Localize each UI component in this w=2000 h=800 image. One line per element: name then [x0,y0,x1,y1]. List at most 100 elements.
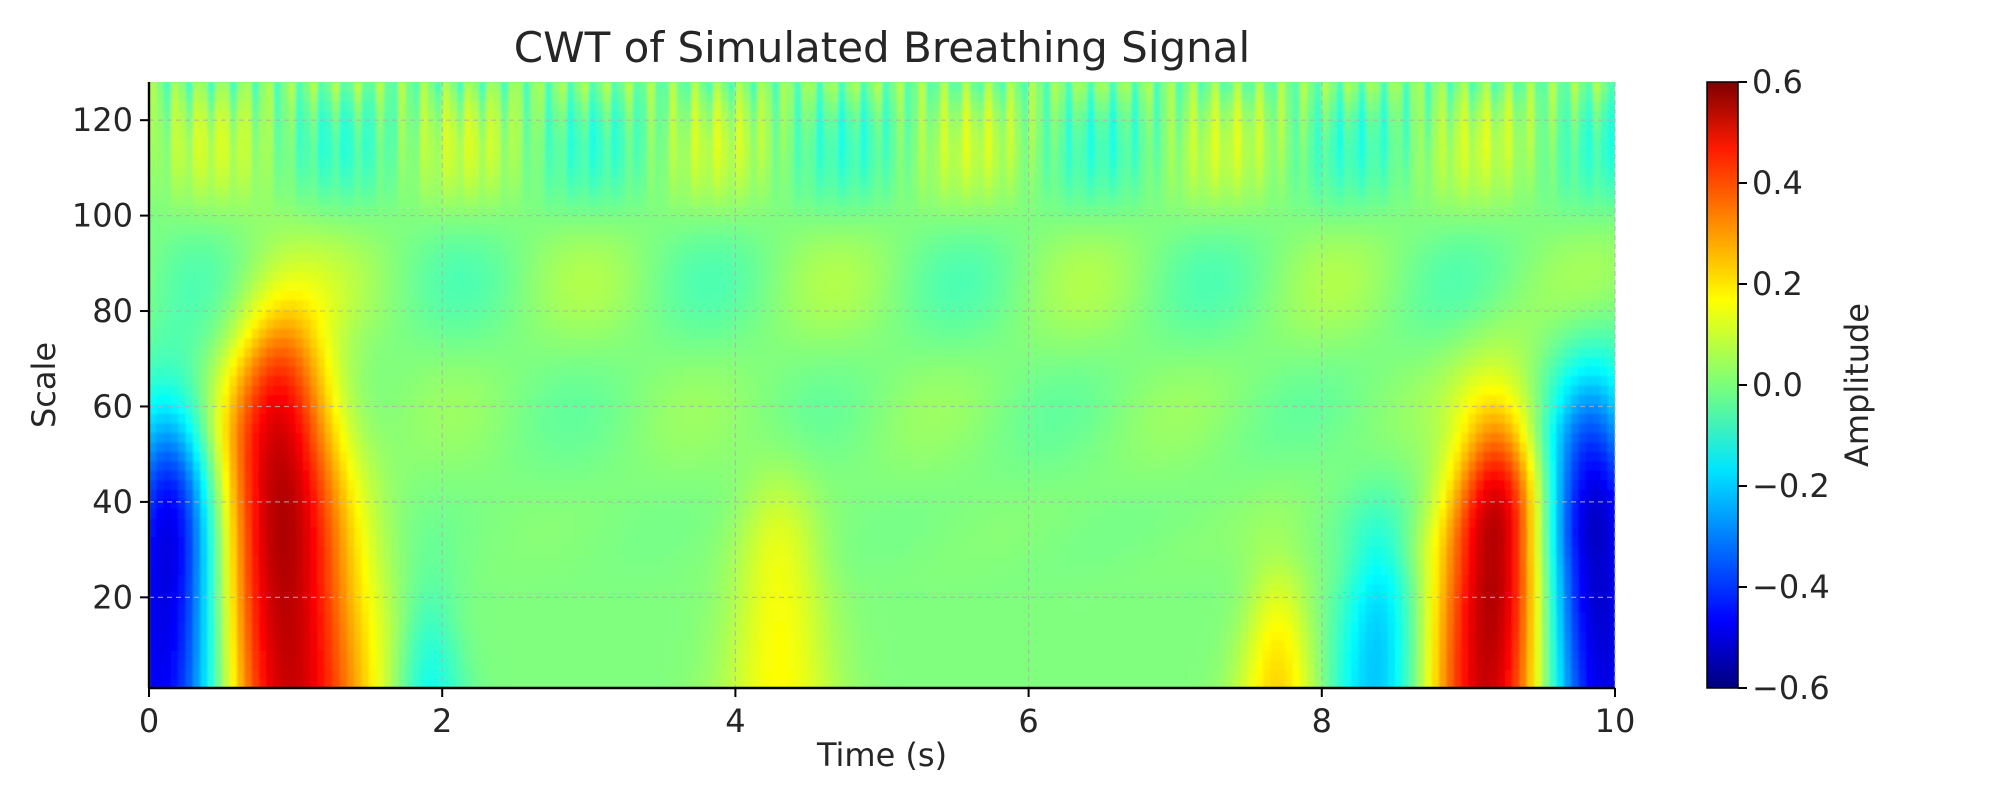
heatmap-cell [464,517,473,528]
heatmap-cell [229,176,238,187]
heatmap-cell [273,167,282,178]
heatmap-cell [530,280,539,291]
heatmap-cell [163,195,172,206]
heatmap-cell [207,91,216,102]
heatmap-cell [618,157,627,168]
heatmap-cell [640,460,649,471]
heatmap-cell [185,233,194,244]
heatmap-cell [251,138,260,149]
heatmap-cell [662,356,671,367]
heatmap-cell [149,403,157,415]
heatmap-cell [698,356,707,367]
heatmap-cell [258,602,267,613]
heatmap-cell [280,432,289,443]
heatmap-cell [493,564,502,575]
heatmap-cells [149,82,1615,688]
heatmap-cell [471,280,480,291]
heatmap-cell [684,148,693,159]
heatmap-cell [390,659,399,670]
heatmap-cell [691,621,700,632]
heatmap-cell [603,271,612,282]
heatmap-cell [420,659,429,670]
heatmap-cell [420,309,429,320]
heatmap-cell [170,224,179,235]
heatmap-cell [625,356,634,367]
heatmap-cell [339,489,348,500]
heatmap-cell [376,328,385,339]
heatmap-cell [691,593,700,604]
heatmap-cell [339,242,348,254]
heatmap-cell [588,91,597,102]
heatmap-cell [610,233,619,244]
heatmap-cell [618,119,627,130]
heatmap-cell [192,110,201,121]
heatmap-cell [258,91,267,102]
heatmap-cell [706,545,715,557]
heatmap-cell [236,470,245,481]
heatmap-cell [566,299,575,310]
heatmap-cell [178,650,187,661]
heatmap-cell [471,432,480,443]
heatmap-cell [295,621,304,632]
heatmap-cell [302,110,311,121]
heatmap-cell [339,205,348,216]
heatmap-cell [420,508,429,519]
heatmap-cell [185,261,194,272]
heatmap-cell [552,280,561,291]
heatmap-cell [625,195,634,206]
heatmap-cell [566,309,575,320]
heatmap-cell [559,489,568,500]
heatmap-cell [596,545,605,557]
heatmap-cell [229,148,238,159]
heatmap-cell [464,242,473,254]
heatmap-cell [471,186,480,197]
heatmap-cell [427,129,436,140]
heatmap-cell [464,489,473,500]
heatmap-cell [610,650,619,661]
heatmap-cell [295,280,304,291]
heatmap-cell [574,252,583,263]
heatmap-cell [185,470,194,481]
heatmap-cell [324,583,333,594]
heatmap-cell [339,593,348,604]
heatmap-cell [676,100,685,112]
heatmap-cell [192,91,201,102]
heatmap-cell [486,167,495,178]
heatmap-cell [390,564,399,575]
heatmap-cell [163,82,172,93]
heatmap-cell [310,451,319,462]
heatmap-cell [346,508,355,519]
heatmap-cell [149,593,157,604]
heatmap-cell [339,564,348,575]
heatmap-cell [185,536,194,547]
heatmap-cell [596,460,605,471]
heatmap-cell [508,470,517,481]
heatmap-cell [420,91,429,102]
heatmap-cell [434,621,443,632]
heatmap-cell [295,583,304,594]
heatmap-cell [170,583,179,594]
heatmap-cell [244,148,253,159]
heatmap-cell [266,536,275,547]
heatmap-cell [552,195,561,206]
heatmap-cell [317,318,326,329]
heatmap-cell [713,186,722,197]
heatmap-cell [302,508,311,519]
heatmap-cell [640,299,649,310]
heatmap-cell [288,555,297,566]
heatmap-cell [412,612,421,623]
heatmap-cell [192,669,201,680]
heatmap-cell [317,280,326,291]
heatmap-cell [669,309,678,320]
heatmap-cell [640,261,649,272]
heatmap-cell [566,413,575,424]
heatmap-cell [478,157,487,168]
heatmap-cell [691,422,700,433]
heatmap-cell [236,536,245,547]
heatmap-cell [654,252,663,263]
heatmap-cell [361,110,370,121]
heatmap-cell [390,195,399,206]
heatmap-cell [706,299,715,310]
heatmap-cell [295,612,304,623]
heatmap-cell [625,375,634,386]
